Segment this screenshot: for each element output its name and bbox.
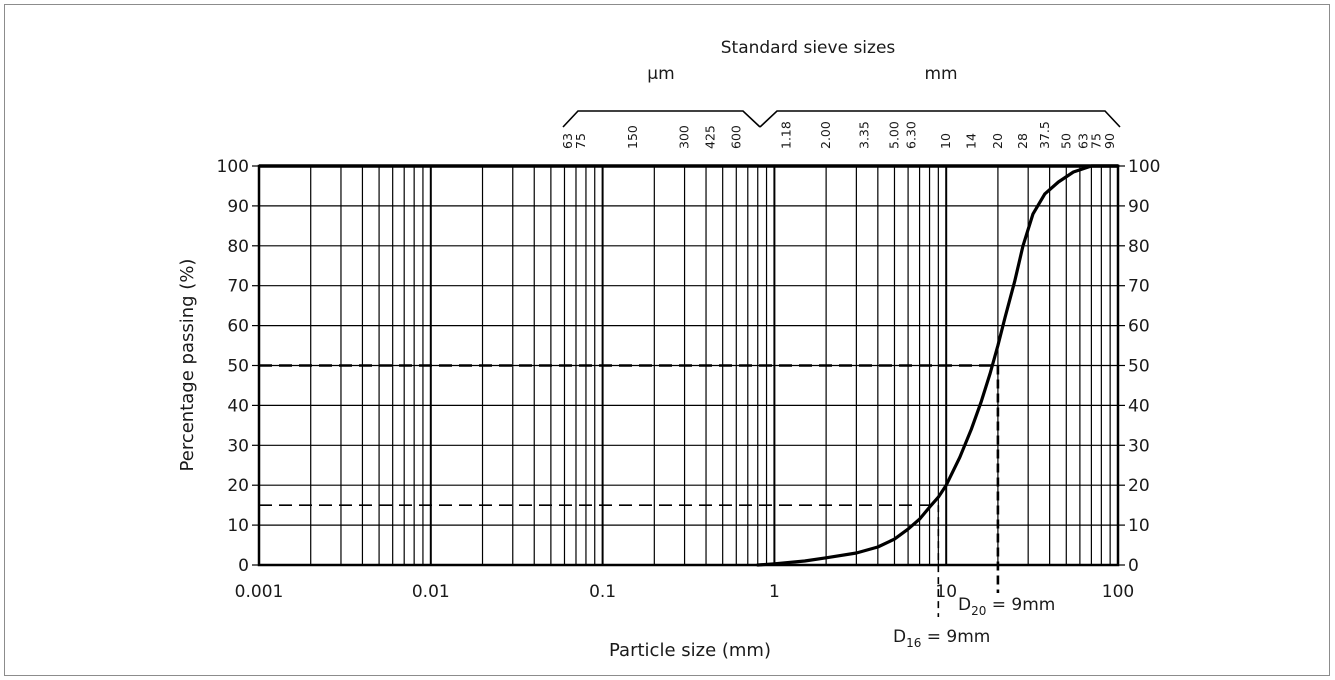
y-tick-label: 30 xyxy=(227,436,249,456)
y-tick-labels-right: 0 10 20 30 40 50 60 70 80 90 100 xyxy=(1118,157,1160,576)
y-tick-label: 40 xyxy=(227,396,249,416)
y-tick-label: 80 xyxy=(227,237,249,257)
sieve-size-label: 3.35 xyxy=(857,121,872,149)
x-tick-labels: 0.001 0.01 0.1 1 10 100 xyxy=(235,582,1135,602)
x-tick-label: 0.1 xyxy=(589,582,616,602)
y-tick-label: 20 xyxy=(227,476,249,496)
x-tick-label: 0.001 xyxy=(235,582,284,602)
millimetre-unit-label: mm xyxy=(924,64,957,84)
sieve-size-label: 90 xyxy=(1102,133,1117,149)
micrometre-brace xyxy=(562,110,761,128)
sieve-size-label: 50 xyxy=(1058,133,1073,149)
reference-lines xyxy=(259,364,1000,617)
chart-title: Standard sieve sizes xyxy=(721,38,896,58)
y-tick-label-right: 80 xyxy=(1128,237,1150,257)
sieve-size-label: 6.30 xyxy=(904,121,919,149)
sieve-size-label: 300 xyxy=(677,125,692,149)
sieve-size-label: 425 xyxy=(703,125,718,149)
sieve-size-label: 28 xyxy=(1015,133,1030,149)
x-tick-label: 0.01 xyxy=(412,582,450,602)
y-tick-label: 50 xyxy=(227,357,249,377)
sieve-size-label: 63 xyxy=(1076,133,1091,149)
sieve-size-label: 600 xyxy=(728,125,743,149)
sieve-size-label: 75 xyxy=(1089,133,1104,149)
sieve-size-label: 10 xyxy=(938,133,953,149)
sieve-size-label: 14 xyxy=(963,133,978,149)
y-tick-label-right: 50 xyxy=(1128,357,1150,377)
y-tick-label-right: 90 xyxy=(1128,197,1150,217)
y-tick-label-right: 20 xyxy=(1128,476,1150,496)
sieve-size-label: 150 xyxy=(625,125,640,149)
sieve-size-label: 20 xyxy=(990,133,1005,149)
x-axis-label: Particle size (mm) xyxy=(609,640,771,661)
y-tick-label: 0 xyxy=(238,556,249,576)
y-tick-label: 10 xyxy=(227,516,249,536)
x-tick-label: 100 xyxy=(1102,582,1134,602)
d16-annotation: D16 = 9mm xyxy=(893,627,990,650)
x-tick-label: 10 xyxy=(935,582,957,602)
y-tick-label-right: 100 xyxy=(1128,157,1160,177)
y-axis-label: Percentage passing (%) xyxy=(177,259,198,472)
sieve-size-label: 75 xyxy=(573,133,588,149)
y-tick-label-right: 40 xyxy=(1128,396,1150,416)
sieve-size-label: 5.00 xyxy=(886,121,901,149)
millimetre-brace xyxy=(759,110,1121,128)
y-tick-label-right: 30 xyxy=(1128,436,1150,456)
y-tick-label: 100 xyxy=(217,157,249,177)
y-tick-label: 90 xyxy=(227,197,249,217)
y-tick-label-right: 0 xyxy=(1128,556,1139,576)
sieve-size-label: 37.5 xyxy=(1037,121,1052,149)
figure-frame xyxy=(4,4,1330,676)
y-tick-label-right: 60 xyxy=(1128,317,1150,337)
x-tick-label: 1 xyxy=(769,582,780,602)
y-tick-label-right: 70 xyxy=(1128,277,1150,297)
sieve-size-label: 2.00 xyxy=(818,121,833,149)
micrometre-unit-label: μm xyxy=(647,64,674,84)
y-tick-label-right: 10 xyxy=(1128,516,1150,536)
y-tick-labels-left: 0 10 20 30 40 50 60 70 80 90 100 xyxy=(217,157,259,576)
y-tick-label: 70 xyxy=(227,277,249,297)
y-tick-label: 60 xyxy=(227,317,249,337)
sieve-size-label: 63 xyxy=(560,133,575,149)
d20-annotation: D20 = 9mm xyxy=(958,595,1055,618)
sieve-size-label: 1.18 xyxy=(779,121,794,149)
grading-curve xyxy=(756,164,1120,567)
